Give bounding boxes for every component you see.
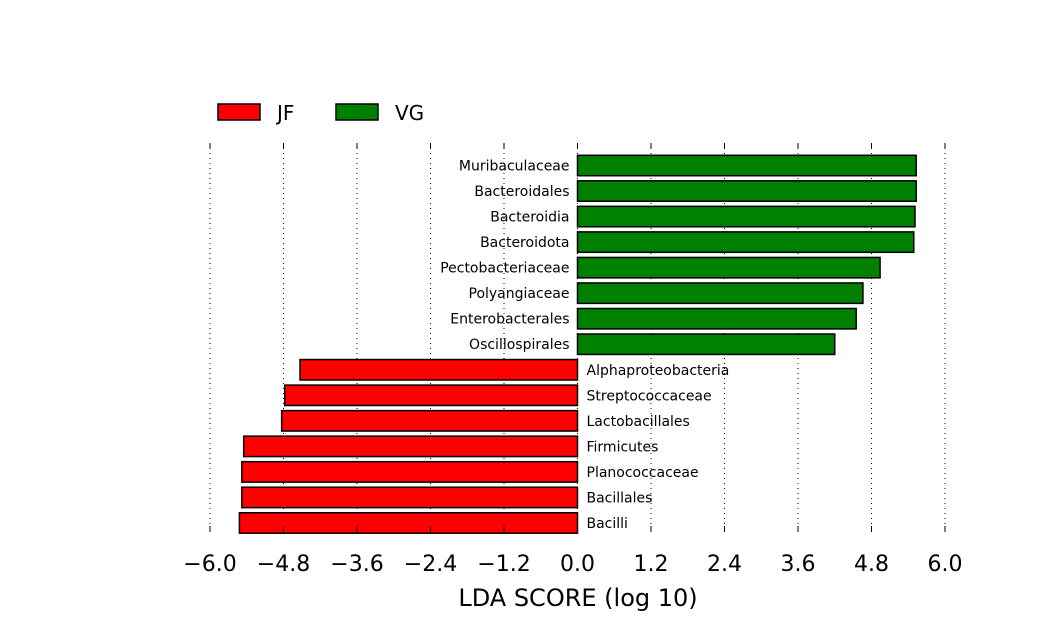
x-tick-label: 0.0: [560, 552, 595, 577]
bar-label: Streptococcaceae: [587, 388, 712, 404]
x-tick-label: 1.2: [634, 552, 669, 577]
bar-enterobacterales: [576, 307, 857, 330]
x-tick-label: −3.6: [330, 552, 383, 577]
bars-layer: [238, 154, 917, 534]
legend-swatch-jf: [217, 103, 261, 121]
bar-label: Lactobacillales: [587, 414, 690, 430]
bar-label: Bacteroidia: [490, 210, 569, 226]
bar-bacteroidales: [576, 180, 917, 202]
x-axis-title: LDA SCORE (log 10): [458, 584, 697, 612]
bar-label: Enterobacterales: [450, 312, 569, 328]
bar-bacteroidota: [576, 231, 915, 254]
x-tick-label: −1.2: [477, 552, 530, 577]
bar-label: Alphaproteobacteria: [587, 363, 730, 379]
bar-oscillospirales: [576, 333, 836, 356]
x-tick-label: 2.4: [707, 552, 742, 577]
bar-label: Muribaculaceae: [459, 159, 570, 175]
x-tick-label: −4.8: [257, 552, 310, 577]
x-tick-label: −2.4: [404, 552, 457, 577]
bar-label: Planococcaceae: [587, 465, 699, 481]
legend-label-vg: VG: [395, 101, 424, 125]
legend-swatch-vg: [335, 103, 379, 121]
legend: JF VG: [217, 101, 424, 125]
bar-label: Bacillales: [587, 490, 653, 506]
bar-label: Bacilli: [587, 516, 628, 532]
bar-lactobacillales: [280, 409, 579, 432]
x-tick-label: 3.6: [781, 552, 816, 577]
x-axis: −6.0 −4.8 −3.6 −2.4 −1.2 0.0 1.2 2.4 3.6 4.8 6.0: [183, 143, 963, 577]
bar-firmicutes: [242, 435, 579, 458]
bar-polyangiaceae: [576, 282, 864, 305]
legend-label-jf: JF: [275, 101, 294, 125]
bar-label: Firmicutes: [587, 439, 659, 455]
bar-labels-layer: Muribaculaceae Bacteroidales Bacteroidia Ba…: [440, 159, 729, 532]
bar-alphaproteobacteria: [299, 358, 579, 381]
bar-label: Pectobacteriaceae: [440, 261, 569, 277]
bar-streptococcaceae: [283, 384, 579, 407]
x-tick-label: 4.8: [854, 552, 889, 577]
bar-label: Bacteroidota: [480, 235, 569, 251]
bar-label: Bacteroidales: [474, 184, 569, 200]
bar-label: Oscillospirales: [469, 337, 569, 353]
bar-label: Polyangiaceae: [469, 286, 570, 302]
x-tick-label: −6.0: [183, 552, 236, 577]
bar-pectobacteriaceae: [576, 256, 881, 279]
bar-muribaculaceae: [576, 154, 917, 177]
bar-bacillales: [241, 486, 579, 509]
x-tick-label: 6.0: [928, 552, 963, 577]
bar-bacilli: [238, 512, 579, 534]
bar-bacteroidia: [576, 205, 916, 228]
bar-planococcaceae: [241, 460, 579, 483]
